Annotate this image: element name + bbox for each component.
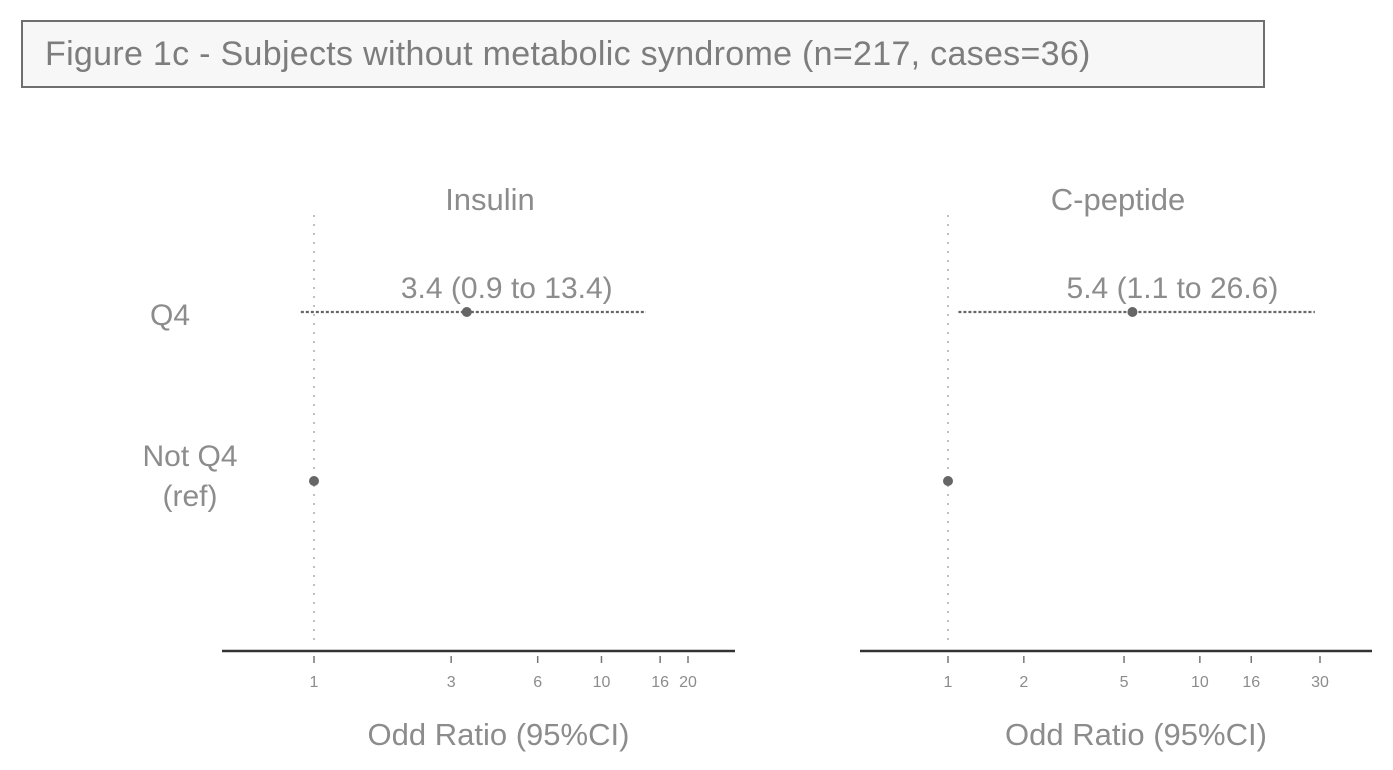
c-peptide-q4-point bbox=[1127, 307, 1138, 317]
insulin-tick-label-3: 3 bbox=[447, 674, 456, 691]
c-peptide-tick-label-10: 10 bbox=[1191, 674, 1209, 691]
c-peptide-q4-estimate-label: 5.4 (1.1 to 26.6) bbox=[1067, 272, 1279, 305]
insulin-panel-title: Insulin bbox=[445, 182, 535, 217]
insulin-q4-estimate-label: 3.4 (0.9 to 13.4) bbox=[401, 272, 613, 305]
c-peptide-tick-label-2: 2 bbox=[1019, 674, 1028, 691]
insulin-tick-label-16: 16 bbox=[651, 674, 669, 691]
insulin-tick-label-20: 20 bbox=[679, 674, 697, 691]
insulin-tick-label-10: 10 bbox=[593, 674, 611, 691]
insulin-not-q4-ref-point bbox=[309, 476, 319, 486]
insulin-tick-label-6: 6 bbox=[533, 674, 542, 691]
c-peptide-tick-label-5: 5 bbox=[1120, 674, 1129, 691]
insulin-tick-label-1: 1 bbox=[310, 674, 319, 691]
c-peptide-x-axis-label: Odd Ratio (95%CI) bbox=[1005, 717, 1267, 752]
row-label-not-q4-line1: Not Q4 bbox=[142, 440, 238, 473]
c-peptide-not-q4-ref-point bbox=[943, 476, 953, 486]
c-peptide-tick-label-1: 1 bbox=[944, 674, 953, 691]
c-peptide-panel-title: C-peptide bbox=[1051, 182, 1185, 217]
row-label-not-q4-line2: (ref) bbox=[162, 480, 218, 513]
figure-title-box: Figure 1c - Subjects without metabolic s… bbox=[21, 20, 1265, 88]
row-label-q4: Q4 bbox=[110, 296, 230, 336]
row-label-q4-text: Q4 bbox=[149, 299, 191, 332]
insulin-q4-point bbox=[461, 307, 472, 317]
c-peptide-tick-label-16: 16 bbox=[1242, 674, 1260, 691]
c-peptide-tick-label-30: 30 bbox=[1311, 674, 1329, 691]
figure-title: Figure 1c - Subjects without metabolic s… bbox=[45, 34, 1091, 73]
row-label-not-q4: Not Q4 (ref) bbox=[110, 437, 270, 517]
insulin-x-axis-label: Odd Ratio (95%CI) bbox=[368, 717, 630, 752]
